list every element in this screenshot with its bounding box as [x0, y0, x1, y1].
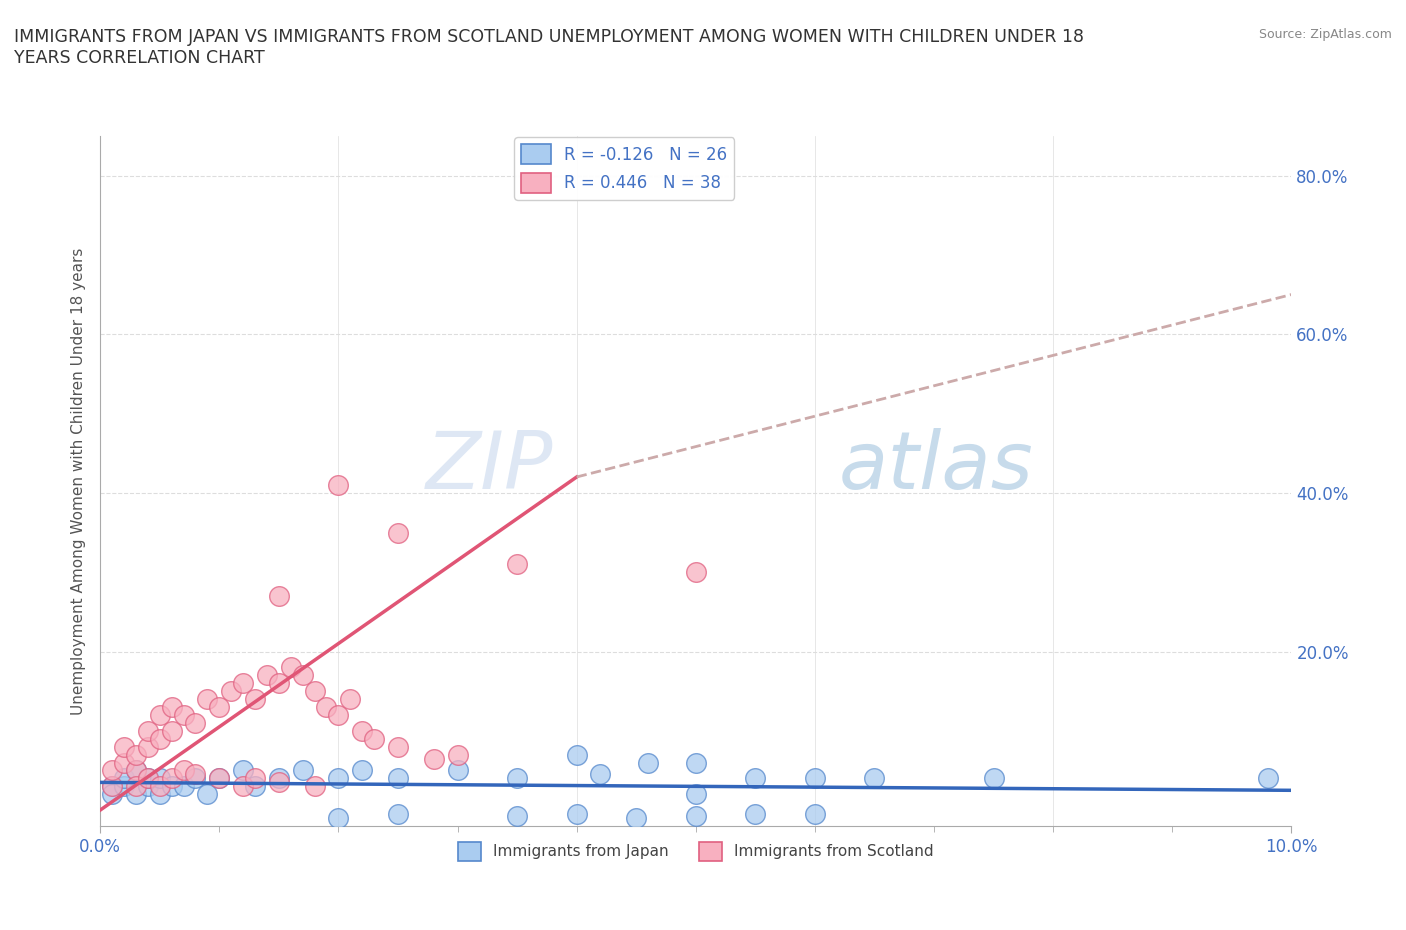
Point [744, 806, 766, 821]
Point [387, 771, 409, 786]
Point [149, 731, 172, 746]
Point [232, 779, 254, 794]
Point [184, 715, 207, 730]
Point [267, 589, 290, 604]
Point [685, 755, 707, 770]
Point [565, 747, 588, 762]
Point [446, 763, 468, 777]
Point [112, 755, 135, 770]
Point [184, 771, 207, 786]
Point [304, 779, 326, 794]
Point [125, 763, 148, 777]
Point [136, 779, 159, 794]
Point [446, 747, 468, 762]
Point [112, 739, 135, 754]
Text: Source: ZipAtlas.com: Source: ZipAtlas.com [1258, 28, 1392, 41]
Point [352, 724, 374, 738]
Point [136, 739, 159, 754]
Point [267, 771, 290, 786]
Point [506, 771, 529, 786]
Point [387, 525, 409, 540]
Point [149, 787, 172, 802]
Point [328, 708, 350, 723]
Point [352, 763, 374, 777]
Point [101, 779, 124, 794]
Point [291, 763, 314, 777]
Point [173, 708, 195, 723]
Text: IMMIGRANTS FROM JAPAN VS IMMIGRANTS FROM SCOTLAND UNEMPLOYMENT AMONG WOMEN WITH : IMMIGRANTS FROM JAPAN VS IMMIGRANTS FROM… [14, 28, 1084, 67]
Y-axis label: Unemployment Among Women with Children Under 18 years: Unemployment Among Women with Children U… [72, 247, 86, 714]
Point [112, 779, 135, 794]
Point [160, 699, 183, 714]
Point [208, 771, 231, 786]
Point [863, 771, 886, 786]
Point [328, 771, 350, 786]
Point [136, 771, 159, 786]
Point [626, 811, 648, 826]
Point [243, 779, 266, 794]
Point [328, 477, 350, 492]
Point [1257, 771, 1279, 786]
Point [506, 557, 529, 572]
Point [160, 779, 183, 794]
Point [160, 724, 183, 738]
Point [173, 763, 195, 777]
Point [136, 724, 159, 738]
Point [387, 806, 409, 821]
Point [112, 771, 135, 786]
Point [208, 771, 231, 786]
Point [267, 775, 290, 790]
Point [256, 668, 278, 683]
Point [315, 699, 337, 714]
Point [101, 779, 124, 794]
Point [363, 731, 385, 746]
Point [589, 767, 612, 782]
Point [173, 779, 195, 794]
Point [387, 739, 409, 754]
Point [125, 787, 148, 802]
Text: ZIP: ZIP [426, 428, 553, 506]
Point [280, 660, 302, 675]
Point [125, 779, 148, 794]
Point [804, 771, 827, 786]
Point [184, 767, 207, 782]
Point [219, 684, 242, 698]
Point [339, 692, 361, 707]
Point [804, 806, 827, 821]
Point [506, 809, 529, 824]
Point [101, 763, 124, 777]
Point [149, 779, 172, 794]
Text: atlas: atlas [839, 428, 1033, 506]
Point [328, 811, 350, 826]
Point [422, 751, 444, 766]
Point [208, 699, 231, 714]
Point [195, 692, 218, 707]
Point [149, 771, 172, 786]
Point [685, 809, 707, 824]
Point [983, 771, 1005, 786]
Point [160, 771, 183, 786]
Point [232, 676, 254, 691]
Point [195, 787, 218, 802]
Legend: Immigrants from Japan, Immigrants from Scotland: Immigrants from Japan, Immigrants from S… [451, 836, 941, 867]
Point [136, 771, 159, 786]
Point [101, 787, 124, 802]
Point [744, 771, 766, 786]
Point [565, 806, 588, 821]
Point [125, 747, 148, 762]
Point [243, 692, 266, 707]
Point [243, 771, 266, 786]
Point [125, 763, 148, 777]
Point [232, 763, 254, 777]
Point [304, 684, 326, 698]
Point [149, 708, 172, 723]
Point [267, 676, 290, 691]
Point [685, 787, 707, 802]
Point [685, 565, 707, 579]
Point [291, 668, 314, 683]
Point [637, 755, 659, 770]
